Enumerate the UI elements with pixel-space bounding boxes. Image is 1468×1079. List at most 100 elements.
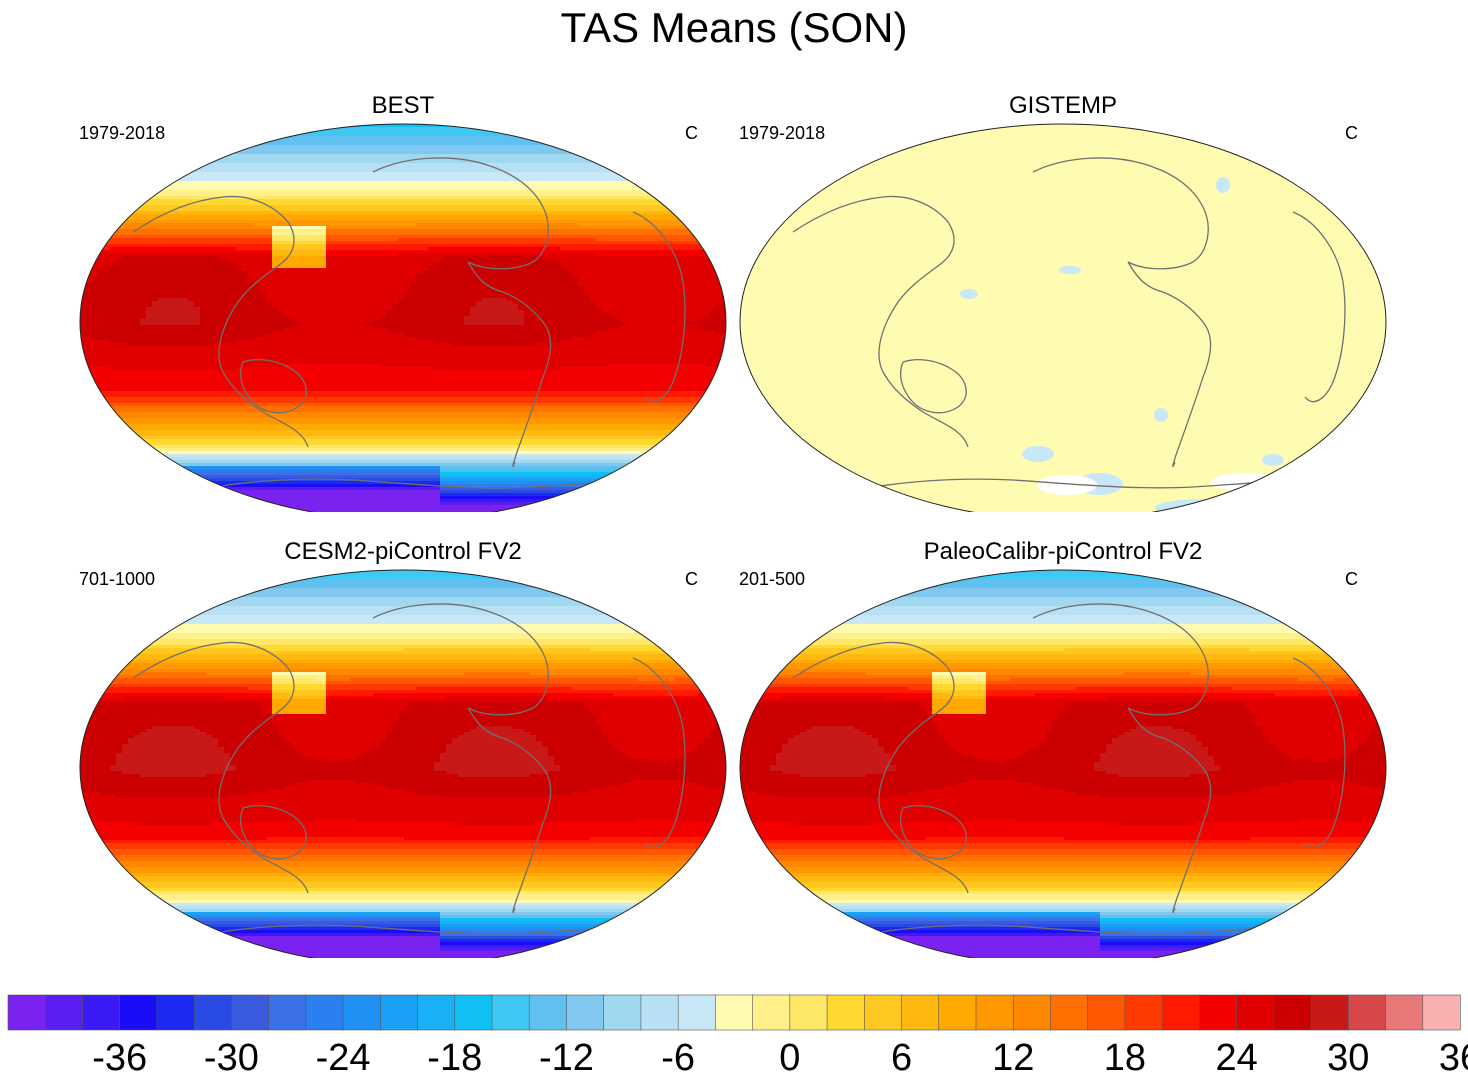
map-cell <box>710 130 717 134</box>
map-cell <box>284 172 291 176</box>
map-cell <box>308 202 315 206</box>
map-cell <box>110 187 117 191</box>
map-cell <box>422 163 429 167</box>
map-cell <box>80 250 87 254</box>
map-cell <box>290 175 297 179</box>
map-cell <box>602 244 609 248</box>
map-cell <box>266 175 273 179</box>
map-cell <box>206 262 213 266</box>
map-cell <box>164 127 171 131</box>
map-cell <box>236 211 243 215</box>
map-cell <box>206 250 213 254</box>
map-cell <box>350 238 357 242</box>
map-cell <box>146 193 153 197</box>
map-cell <box>206 187 213 191</box>
map-cell <box>566 244 573 248</box>
map-cell <box>434 184 441 188</box>
map-cell <box>668 232 675 236</box>
map-cell <box>476 178 483 182</box>
map-cell <box>470 232 477 236</box>
map-cell <box>434 166 441 170</box>
map-cell <box>374 151 381 155</box>
map-cell <box>314 211 321 215</box>
map-cell <box>326 178 333 182</box>
map-cell <box>542 181 549 185</box>
map-cell <box>326 259 333 263</box>
map-cell <box>434 127 441 131</box>
map-cell <box>116 205 123 209</box>
map-cell <box>488 148 495 152</box>
map-cell <box>686 172 693 176</box>
map-cell <box>374 178 381 182</box>
map-cell <box>194 157 201 161</box>
map-cell <box>500 223 507 227</box>
map-cell <box>368 250 375 254</box>
map-cell <box>446 130 453 134</box>
map-cell <box>272 235 279 239</box>
map-cell <box>722 184 726 188</box>
map-cell <box>122 124 129 128</box>
map-cell <box>464 229 471 233</box>
map-cell <box>140 232 147 236</box>
map-cell <box>254 235 261 239</box>
map-cell <box>206 193 213 197</box>
map-cell <box>152 226 159 230</box>
map-cell <box>398 253 405 257</box>
map-cell <box>224 133 231 137</box>
map-cell <box>404 247 411 251</box>
map-cell <box>566 166 573 170</box>
map-cell <box>98 133 105 137</box>
map-cell <box>242 175 249 179</box>
map-cell <box>356 253 363 257</box>
map-cell <box>566 235 573 239</box>
map-cell <box>584 160 591 164</box>
map-cell <box>104 208 111 212</box>
map-cell <box>434 244 441 248</box>
map-cell <box>152 232 159 236</box>
map-cell <box>104 190 111 194</box>
map-cell <box>428 166 435 170</box>
map-cell <box>356 172 363 176</box>
map-cell <box>344 145 351 149</box>
map-cell <box>128 178 135 182</box>
map-cell <box>350 142 357 146</box>
map-cell <box>158 175 165 179</box>
map-cell <box>146 247 153 251</box>
map-cell <box>212 241 219 245</box>
map-cell <box>416 199 423 203</box>
map-cell <box>428 199 435 203</box>
map-cell <box>608 256 615 260</box>
map-cell <box>542 151 549 155</box>
map-cell <box>104 127 111 131</box>
map-cell <box>674 160 681 164</box>
map-cell <box>332 151 339 155</box>
map-cell <box>152 151 159 155</box>
map-cell <box>260 235 267 239</box>
map-cell <box>134 199 141 203</box>
map-cell <box>386 172 393 176</box>
map-cell <box>230 202 237 206</box>
map-cell <box>272 238 279 242</box>
map-cell <box>464 160 471 164</box>
map-cell <box>266 226 273 230</box>
map-cell <box>494 217 501 221</box>
map-cell <box>470 172 477 176</box>
map-cell <box>434 241 441 245</box>
map-cell <box>698 256 705 260</box>
map-cell <box>644 181 651 185</box>
map-cell <box>248 244 255 248</box>
map-cell <box>104 145 111 149</box>
map-cell <box>452 169 459 173</box>
map-cell <box>530 157 537 161</box>
map-cell <box>350 166 357 170</box>
map-cell <box>440 154 447 158</box>
map-cell <box>332 238 339 242</box>
map-cell <box>170 166 177 170</box>
map-cell <box>290 172 297 176</box>
map-cell <box>428 148 435 152</box>
map-cell <box>200 205 207 209</box>
map-cell <box>80 205 87 209</box>
map-cell <box>680 151 687 155</box>
map-cell <box>554 139 561 143</box>
map-cell <box>668 235 675 239</box>
